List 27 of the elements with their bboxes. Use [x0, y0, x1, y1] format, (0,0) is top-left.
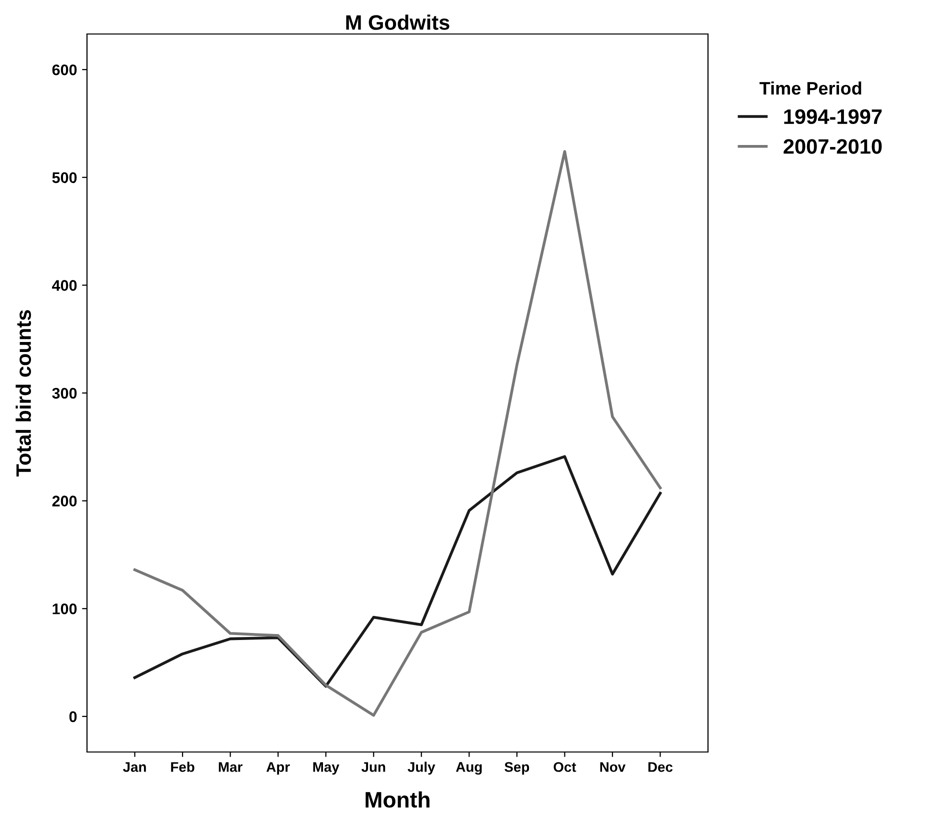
x-tick-label: Nov: [600, 762, 626, 772]
x-tick-label: Feb: [171, 762, 194, 772]
y-tick-label: 200: [52, 496, 77, 506]
x-tick-label: Mar: [218, 762, 242, 772]
y-tick-label: 300: [52, 388, 77, 399]
x-tick-label: Jun: [361, 762, 386, 772]
x-tick-label: Oct: [554, 762, 576, 772]
line-series: [133, 150, 662, 717]
y-tick-label: 400: [52, 280, 77, 291]
y-tick-label: 500: [52, 172, 77, 184]
x-tick-label: Apr: [266, 762, 290, 775]
x-tick-label: July: [408, 762, 436, 775]
line-series: [133, 455, 662, 688]
legend-label: 1994-1997: [784, 109, 882, 124]
y-axis-title: Total bird counts: [16, 310, 32, 476]
x-tick-label: Dec: [648, 762, 673, 772]
x-axis-title: Month: [366, 791, 430, 808]
x-tick-label: Jan: [123, 762, 146, 772]
x-tick-label: Aug: [456, 762, 482, 775]
x-tick-label: May: [313, 762, 340, 775]
chart-title: M Godwits: [346, 14, 450, 30]
y-tick-label: 100: [52, 603, 77, 614]
legend-label: 2007-2010: [784, 139, 882, 154]
x-tick-label: Sep: [504, 762, 530, 775]
y-tick-label: 0: [69, 711, 77, 722]
y-tick-label: 600: [52, 64, 77, 76]
legend-title: Time Period: [760, 81, 862, 95]
